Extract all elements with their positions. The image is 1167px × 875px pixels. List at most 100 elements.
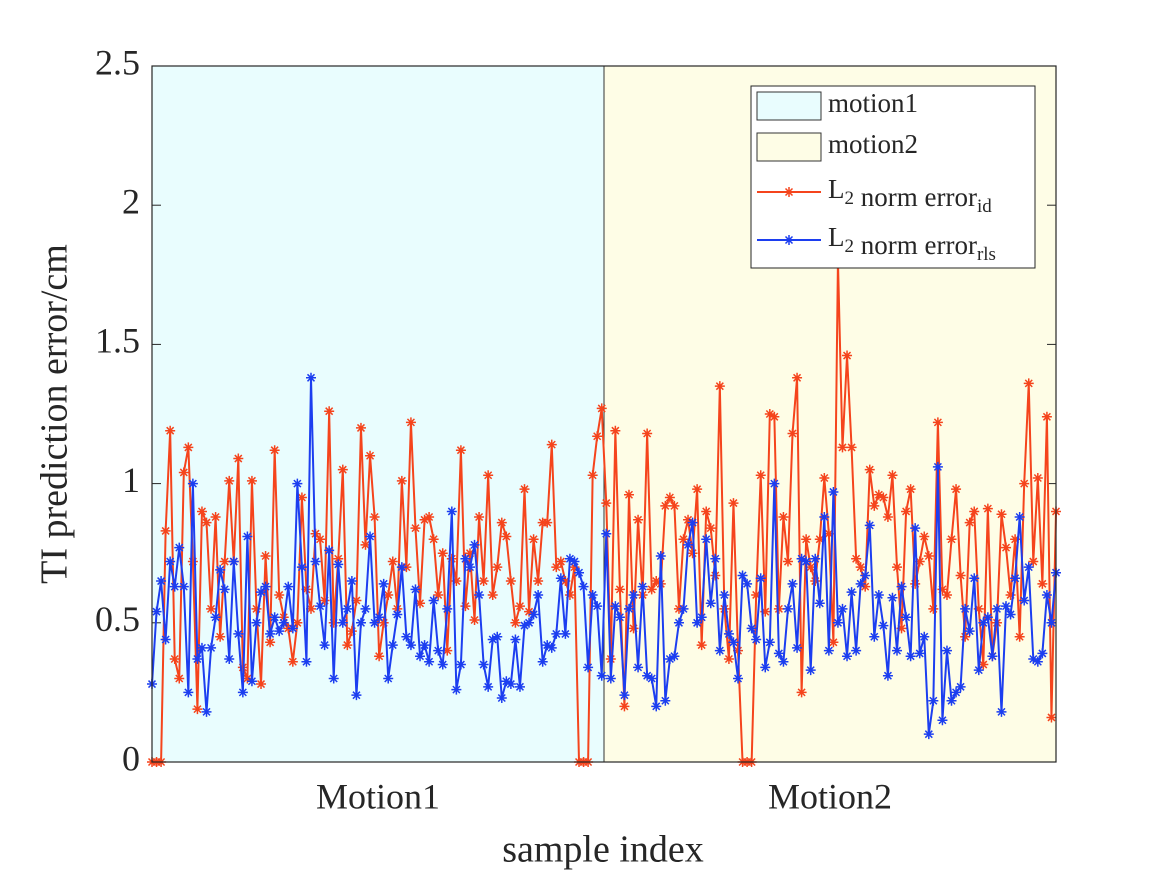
marker	[673, 617, 684, 628]
marker	[256, 679, 267, 690]
marker	[651, 701, 662, 712]
marker	[832, 617, 843, 628]
marker	[215, 564, 226, 575]
marker	[446, 553, 457, 564]
marker	[701, 534, 712, 545]
marker	[455, 445, 466, 456]
legend-patch	[756, 91, 822, 121]
legend-marker	[784, 235, 794, 245]
marker	[692, 617, 703, 628]
marker	[1041, 589, 1052, 600]
marker	[1032, 473, 1043, 484]
marker	[892, 562, 903, 573]
marker	[319, 595, 330, 606]
marker	[510, 617, 521, 628]
marker	[914, 556, 925, 567]
marker	[842, 350, 853, 361]
marker	[496, 692, 507, 703]
marker	[614, 584, 625, 595]
marker	[328, 673, 339, 684]
marker	[960, 631, 971, 642]
marker	[1014, 512, 1025, 523]
marker	[869, 500, 880, 511]
marker	[215, 631, 226, 642]
marker	[524, 606, 535, 617]
marker	[219, 584, 230, 595]
marker	[192, 653, 203, 664]
marker	[514, 601, 525, 612]
marker	[410, 584, 421, 595]
marker	[687, 548, 698, 559]
marker	[896, 623, 907, 634]
marker	[723, 628, 734, 639]
marker	[846, 587, 857, 598]
marker	[996, 509, 1007, 520]
marker	[923, 550, 934, 561]
marker	[941, 589, 952, 600]
marker	[310, 556, 321, 567]
marker	[901, 612, 912, 623]
marker	[274, 626, 285, 637]
marker	[610, 601, 621, 612]
marker	[855, 562, 866, 573]
marker	[646, 673, 657, 684]
marker	[333, 559, 344, 570]
marker	[796, 553, 807, 564]
marker	[1046, 712, 1057, 723]
marker	[855, 578, 866, 589]
marker	[846, 442, 857, 453]
marker	[960, 603, 971, 614]
marker	[719, 603, 730, 614]
marker	[174, 542, 185, 553]
marker	[487, 634, 498, 645]
marker	[187, 478, 198, 489]
marker	[955, 681, 966, 692]
marker	[324, 545, 335, 556]
marker	[928, 695, 939, 706]
marker	[542, 640, 553, 651]
marker	[178, 581, 189, 592]
marker	[769, 411, 780, 422]
marker	[360, 539, 371, 550]
marker	[305, 372, 316, 383]
marker	[773, 603, 784, 614]
marker	[605, 673, 616, 684]
marker	[574, 567, 585, 578]
marker	[278, 617, 289, 628]
marker	[551, 628, 562, 639]
marker	[932, 461, 943, 472]
marker	[492, 562, 503, 573]
marker	[642, 670, 653, 681]
marker	[378, 617, 389, 628]
marker	[369, 512, 380, 523]
marker	[951, 687, 962, 698]
marker	[714, 645, 725, 656]
marker	[660, 500, 671, 511]
marker	[692, 484, 703, 495]
marker	[251, 617, 262, 628]
marker	[365, 531, 376, 542]
marker	[246, 676, 257, 687]
marker	[601, 498, 612, 509]
marker	[474, 589, 485, 600]
marker	[746, 623, 757, 634]
marker	[660, 695, 671, 706]
marker	[978, 617, 989, 628]
marker	[546, 439, 557, 450]
marker	[696, 612, 707, 623]
marker	[996, 706, 1007, 717]
marker	[405, 640, 416, 651]
marker	[814, 534, 825, 545]
marker	[519, 484, 530, 495]
marker	[587, 589, 598, 600]
marker	[483, 470, 494, 481]
marker	[487, 589, 498, 600]
marker	[710, 553, 721, 564]
marker	[528, 534, 539, 545]
marker	[887, 592, 898, 603]
marker	[542, 517, 553, 528]
legend-marker	[784, 187, 794, 197]
marker	[828, 486, 839, 497]
marker	[583, 662, 594, 673]
